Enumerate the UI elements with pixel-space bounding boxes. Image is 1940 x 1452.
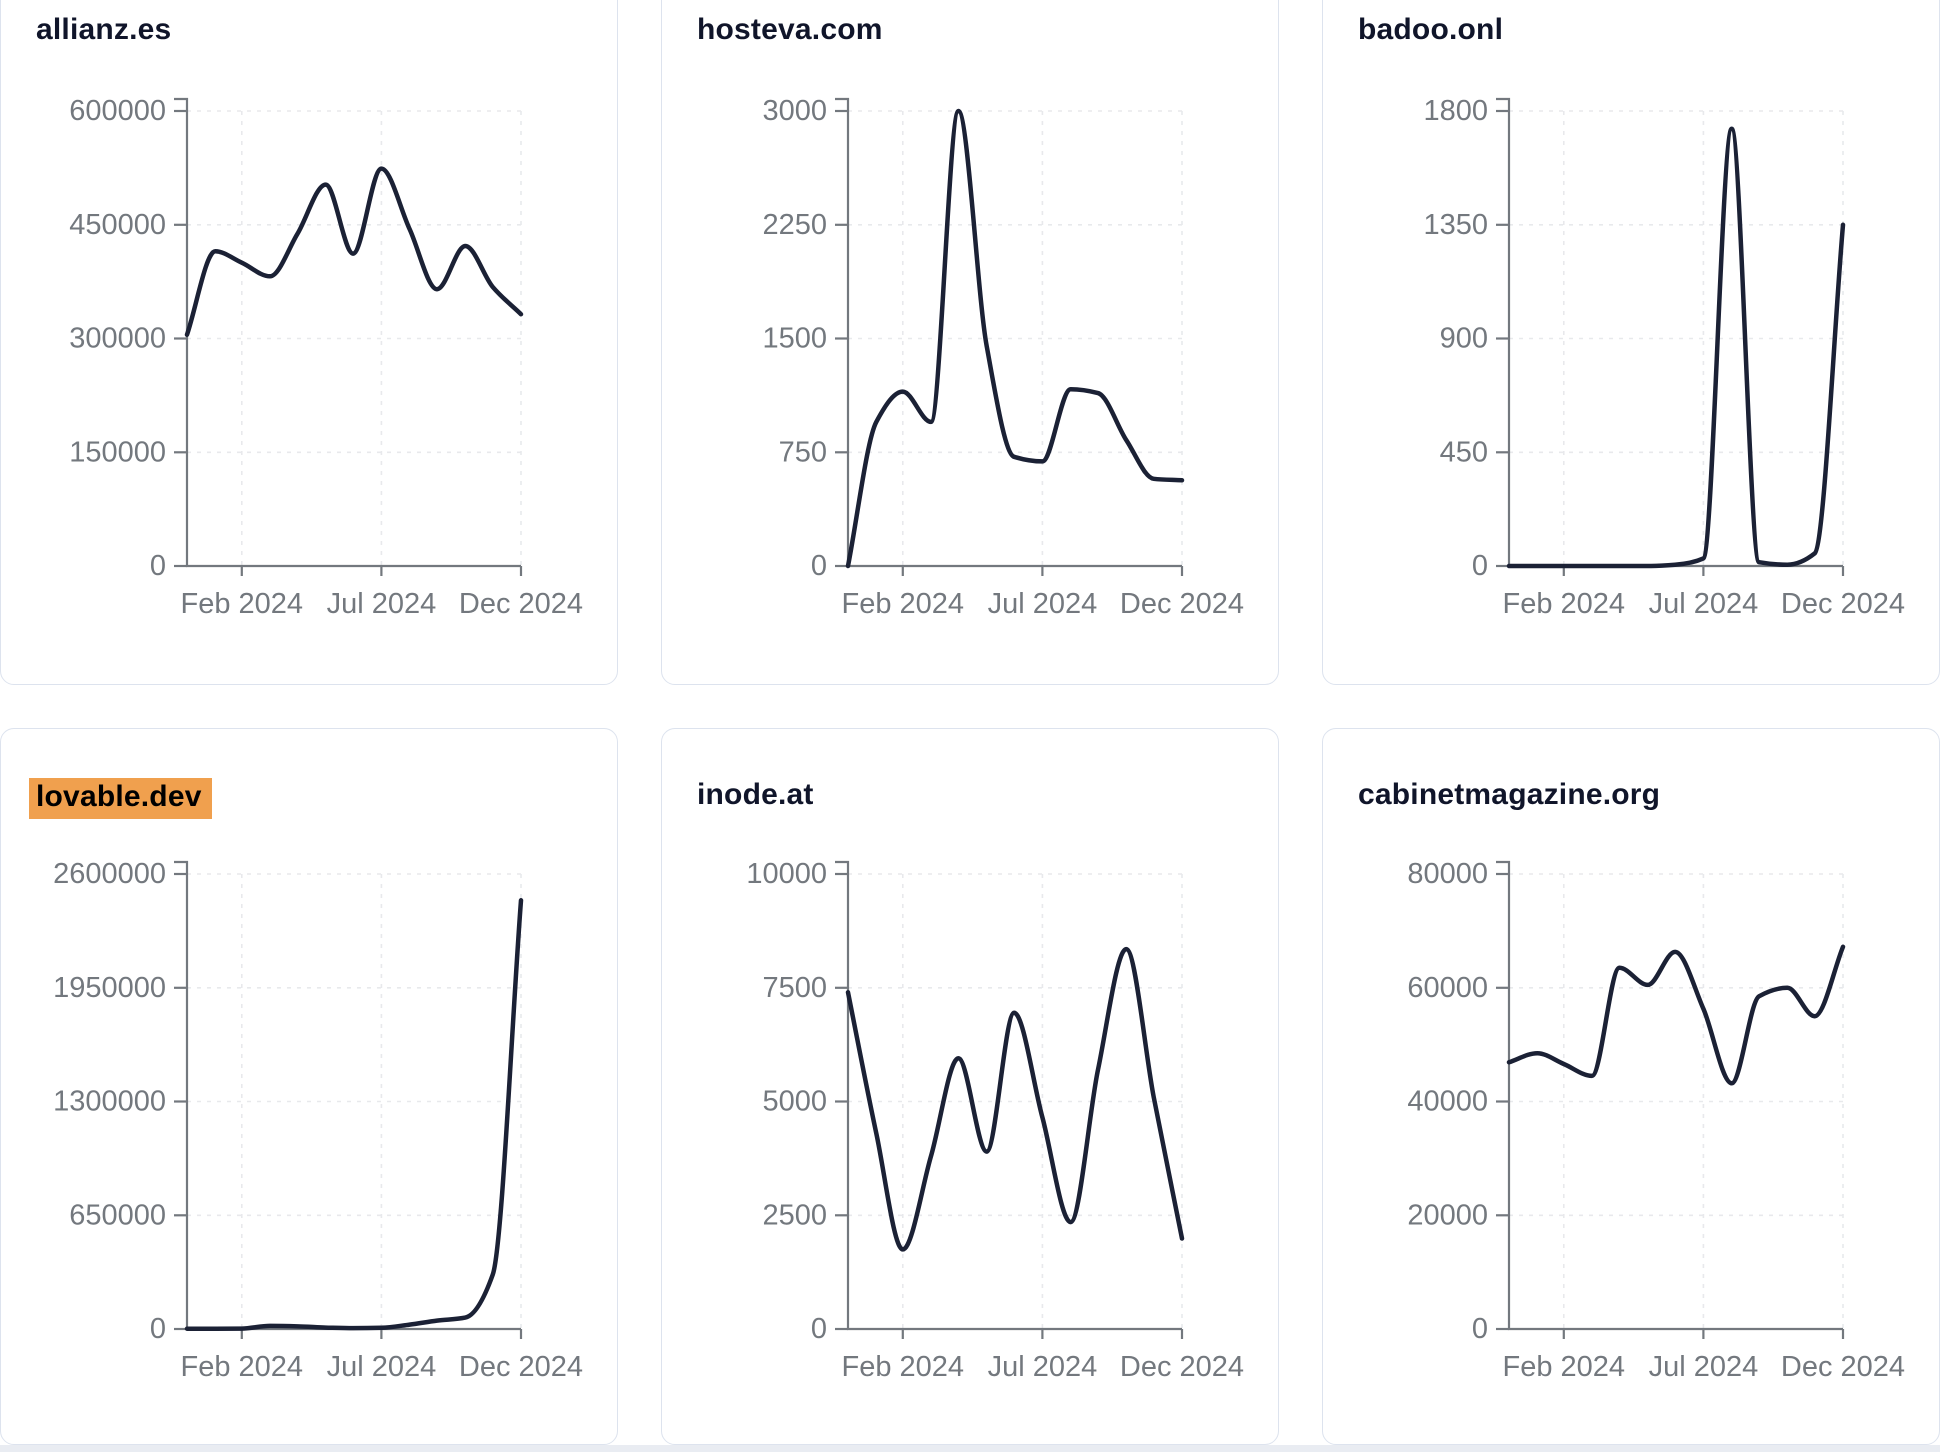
y-tick-label: 0 <box>150 1313 166 1345</box>
axis-line <box>174 97 521 568</box>
y-tick-label: 450 <box>1440 436 1488 468</box>
line-path <box>184 166 524 337</box>
y-tick-label: 20000 <box>1407 1199 1488 1231</box>
y-tick-label: 10000 <box>746 858 827 890</box>
x-tick-label: Jul 2024 <box>327 1351 437 1383</box>
traffic-line-chart: 0 750 1500 2250 3000 Feb 2024 Jul 2024 Dec 2024 <box>762 95 1244 620</box>
y-tick-label: 1350 <box>1423 209 1488 241</box>
x-tick-label: Dec 2024 <box>459 588 583 620</box>
y-tick-label: 1300000 <box>53 1086 166 1118</box>
x-tick-label: Jul 2024 <box>988 1351 1098 1383</box>
y-tick-label: 0 <box>150 550 166 582</box>
domain-title: inode.at <box>697 778 814 812</box>
y-tick-label: 450000 <box>69 209 166 241</box>
chart-card-lovable-dev[interactable]: lovable.dev 0 650000 1300000 1950000 2600000… <box>0 728 618 1445</box>
y-tick-label: 1500 <box>762 323 827 355</box>
y-tick-label: 1800 <box>1423 95 1488 127</box>
traffic-line-chart: 0 650000 1300000 1950000 2600000 Feb 2024 Jul … <box>53 858 583 1383</box>
domain-title: badoo.onl <box>1358 13 1503 47</box>
y-tick-label: 7500 <box>762 972 827 1004</box>
domain-title-text: badoo.onl <box>1358 13 1504 46</box>
y-tick-label: 60000 <box>1407 972 1488 1004</box>
domain-title-text: hosteva.com <box>697 13 883 46</box>
axis-line <box>1496 97 1843 568</box>
line-path <box>845 946 1185 1252</box>
x-tick-label: Dec 2024 <box>1120 1351 1244 1383</box>
y-tick-label: 2600000 <box>53 858 166 890</box>
x-tick-label: Feb 2024 <box>181 588 304 620</box>
x-tick-label: Feb 2024 <box>1503 588 1626 620</box>
page-bottom-strip <box>0 1445 1940 1452</box>
y-tick-label: 0 <box>811 1313 827 1345</box>
domain-title: hosteva.com <box>697 13 883 47</box>
chart-card-cabinetmagazine-org[interactable]: cabinetmagazine.org 0 20000 40000 60000 8000… <box>1322 728 1940 1445</box>
chart-card-hosteva-com[interactable]: hosteva.com 0 750 1500 2250 3000 Feb 2024 Jul … <box>661 0 1279 685</box>
domain-title: cabinetmagazine.org <box>1358 778 1660 812</box>
axis-line <box>835 97 1182 568</box>
y-tick-label: 300000 <box>69 323 166 355</box>
y-tick-label: 0 <box>1472 1313 1488 1345</box>
domain-title: lovable.dev <box>29 778 212 819</box>
x-tick-label: Jul 2024 <box>327 588 437 620</box>
y-tick-label: 3000 <box>762 95 827 127</box>
x-tick-label: Feb 2024 <box>181 1351 304 1383</box>
traffic-line-chart: 0 150000 300000 450000 600000 Feb 2024 Jul 202… <box>69 95 583 620</box>
y-tick-label: 0 <box>811 550 827 582</box>
x-tick-label: Jul 2024 <box>1649 1351 1759 1383</box>
y-tick-label: 1950000 <box>53 972 166 1004</box>
y-tick-label: 650000 <box>69 1199 166 1231</box>
y-tick-label: 2250 <box>762 209 827 241</box>
domain-title-text: cabinetmagazine.org <box>1358 778 1661 811</box>
chart-card-inode-at[interactable]: inode.at 0 2500 5000 7500 10000 Feb 2024 Jul 2… <box>661 728 1279 1445</box>
domain-title: allianz.es <box>36 13 171 47</box>
x-tick-label: Dec 2024 <box>459 1351 583 1383</box>
y-tick-label: 2500 <box>762 1199 827 1231</box>
line-path <box>1506 944 1846 1086</box>
x-tick-label: Jul 2024 <box>988 588 1098 620</box>
line-path <box>184 898 524 1331</box>
traffic-line-chart: 0 450 900 1350 1800 Feb 2024 Jul 2024 Dec 2024 <box>1423 95 1905 620</box>
y-tick-label: 5000 <box>762 1086 827 1118</box>
x-tick-label: Feb 2024 <box>1503 1351 1626 1383</box>
traffic-line-chart: 0 2500 5000 7500 10000 Feb 2024 Jul 2024 Dec 20… <box>746 858 1244 1383</box>
x-tick-label: Jul 2024 <box>1649 588 1759 620</box>
x-tick-label: Dec 2024 <box>1781 588 1905 620</box>
y-tick-label: 0 <box>1472 550 1488 582</box>
domain-title-text: allianz.es <box>36 13 172 46</box>
y-tick-label: 150000 <box>69 436 166 468</box>
chart-card-badoo-onl[interactable]: badoo.onl 0 450 900 1350 1800 Feb 2024 Jul 202… <box>1322 0 1940 685</box>
line-path <box>845 108 1185 569</box>
x-tick-label: Dec 2024 <box>1120 588 1244 620</box>
traffic-line-chart: 0 20000 40000 60000 80000 Feb 2024 Jul 2024 Dec… <box>1407 858 1905 1383</box>
y-tick-label: 40000 <box>1407 1086 1488 1118</box>
x-tick-label: Dec 2024 <box>1781 1351 1905 1383</box>
axis-line <box>835 860 1182 1331</box>
y-tick-label: 900 <box>1440 323 1488 355</box>
axis-line <box>174 860 521 1331</box>
x-tick-label: Feb 2024 <box>842 1351 965 1383</box>
y-tick-label: 750 <box>779 436 827 468</box>
y-tick-label: 600000 <box>69 95 166 127</box>
domain-title-text: inode.at <box>697 778 814 811</box>
line-path <box>1506 126 1846 569</box>
x-tick-label: Feb 2024 <box>842 588 965 620</box>
chart-card-allianz-es[interactable]: allianz.es 0 150000 300000 450000 600000 Feb … <box>0 0 618 685</box>
domain-title-text-highlighted: lovable.dev <box>29 778 212 819</box>
axis-line <box>1496 860 1843 1331</box>
y-tick-label: 80000 <box>1407 858 1488 890</box>
